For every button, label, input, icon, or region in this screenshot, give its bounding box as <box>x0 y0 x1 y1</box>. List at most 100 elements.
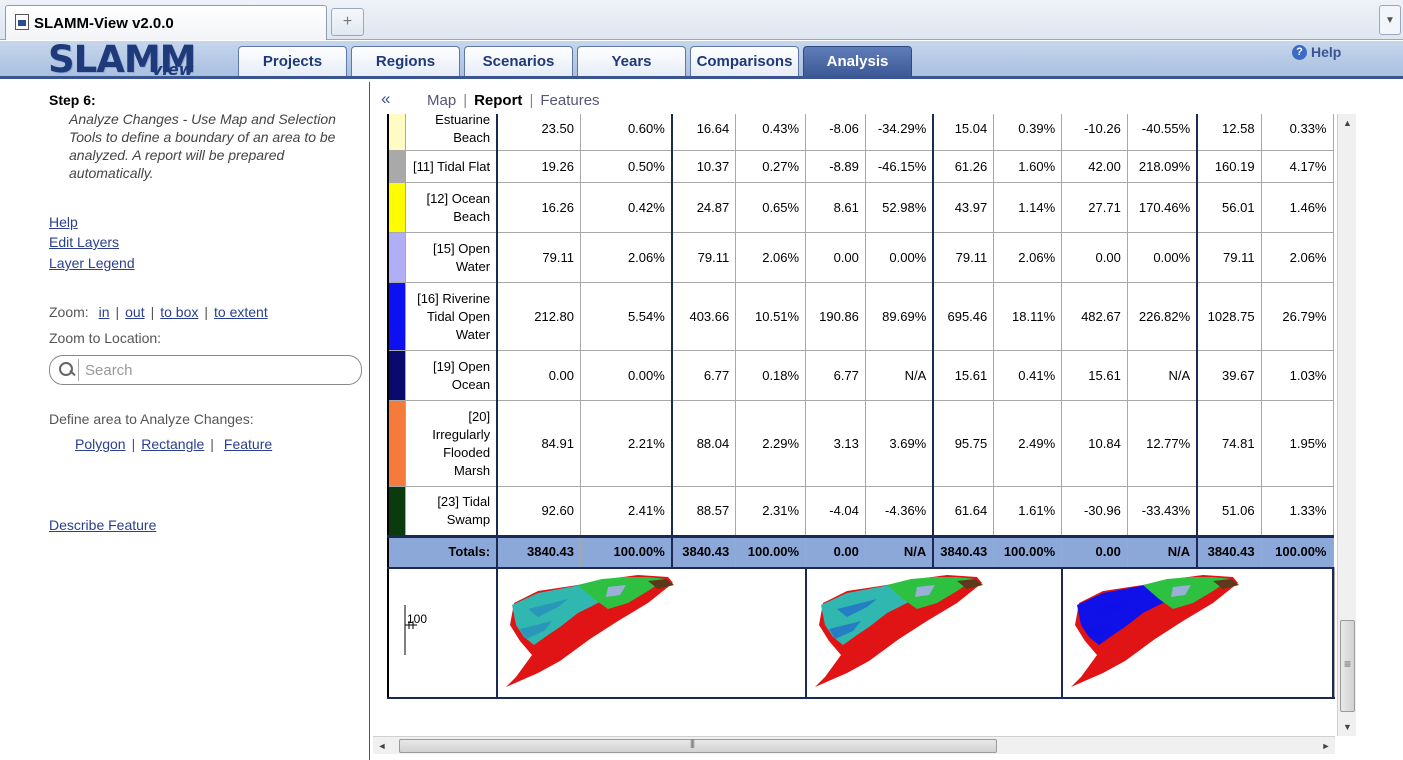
zoom-in-link[interactable]: in <box>98 304 110 320</box>
table-cell: 0.42% <box>579 182 673 233</box>
scroll-down-icon[interactable]: ▼ <box>1343 722 1352 732</box>
table-cell: 88.04 <box>670 400 737 487</box>
left-panel: Step 6: Analyze Changes - Use Map and Se… <box>0 82 370 760</box>
edit-layers-link[interactable]: Edit Layers <box>49 234 120 250</box>
horizontal-scroll-thumb[interactable] <box>399 738 997 753</box>
tab-years[interactable]: Years <box>577 46 686 76</box>
table-cell: 2.06% <box>579 232 673 283</box>
scenario-map-thumbnail <box>804 567 1063 699</box>
help-link[interactable]: Help <box>49 214 78 230</box>
slamm-logo-sub: view <box>152 60 194 79</box>
totals-cell: 3840.43 <box>1196 535 1262 569</box>
new-tab-button[interactable]: + <box>331 8 364 36</box>
totals-cell: 100.00% <box>993 535 1063 569</box>
table-cell: 6.77 <box>805 350 866 401</box>
collapse-panel-button[interactable]: « <box>381 89 390 109</box>
table-row: [19] Open Ocean 0.00 0.00% 6.77 0.18% 6.77 N/A… <box>387 350 1335 401</box>
table-cell: -34.29% <box>864 114 934 151</box>
define-area-label: Define area to Analyze Changes: <box>49 411 254 427</box>
scroll-right-icon[interactable]: ► <box>1321 741 1331 751</box>
table-cell: 16.26 <box>496 182 582 233</box>
search-input[interactable] <box>83 360 353 380</box>
category-color-swatch <box>387 182 407 233</box>
step-title: Step 6: <box>49 92 96 108</box>
tab-projects[interactable]: Projects <box>238 46 347 76</box>
table-cell: 4.17% <box>1260 150 1334 183</box>
table-cell: 2.06% <box>1260 232 1334 283</box>
table-cell: 79.11 <box>496 232 582 283</box>
table-cell: 0.33% <box>1260 114 1334 151</box>
totals-cell: 100.00% <box>579 535 673 569</box>
zoom-to-extent-link[interactable]: to extent <box>214 304 268 320</box>
tab-list-dropdown-button[interactable]: ▼ <box>1379 5 1401 35</box>
feature-link[interactable]: Feature <box>223 436 273 452</box>
describe-feature-link[interactable]: Describe Feature <box>49 517 157 533</box>
table-cell: 10.84 <box>1061 400 1128 487</box>
totals-cell: N/A <box>864 535 934 569</box>
search-icon[interactable] <box>55 359 79 381</box>
table-cell: 5.54% <box>579 282 673 351</box>
table-cell: -46.15% <box>864 150 934 183</box>
table-cell: -10.26 <box>1061 114 1128 151</box>
table-cell: N/A <box>864 350 934 401</box>
table-cell: 1.03% <box>1260 350 1334 401</box>
tab-scenarios[interactable]: Scenarios <box>464 46 573 76</box>
help-button[interactable]: ? Help <box>1292 44 1341 60</box>
table-cell: 10.37 <box>670 150 737 183</box>
table-cell: 19.26 <box>496 150 582 183</box>
tab-analysis[interactable]: Analysis <box>803 46 912 76</box>
vertical-scrollbar[interactable]: ▲ ▼ <box>1337 114 1356 736</box>
table-cell: 23.50 <box>496 114 582 151</box>
table-cell: 218.09% <box>1126 150 1198 183</box>
table-cell: -4.04 <box>805 486 866 537</box>
table-cell: 51.06 <box>1196 486 1262 537</box>
table-cell: -8.06 <box>805 114 866 151</box>
scenario-map-thumbnail <box>1060 567 1334 699</box>
category-name: [12] Ocean Beach <box>405 182 498 233</box>
table-cell: 15.61 <box>1061 350 1128 401</box>
scenario-map-thumbnail <box>1332 567 1335 699</box>
table-cell: 74.81 <box>1196 400 1262 487</box>
vertical-scroll-thumb[interactable] <box>1340 620 1355 712</box>
table-cell: 3.69% <box>864 400 934 487</box>
tab-regions[interactable]: Regions <box>351 46 460 76</box>
table-cell: 95.75 <box>932 400 995 487</box>
table-cell: 2.29% <box>735 400 807 487</box>
table-cell: 15.04 <box>932 114 995 151</box>
table-cell: 0.39% <box>993 114 1063 151</box>
category-color-swatch <box>387 232 407 283</box>
category-color-swatch <box>387 114 407 151</box>
browser-tab[interactable]: SLAMM-View v2.0.0 <box>5 5 327 40</box>
table-row: Estuarine Beach 23.50 0.60% 16.64 0.43% -8.06… <box>387 114 1335 151</box>
scroll-left-icon[interactable]: ◄ <box>377 741 387 751</box>
table-cell: 2.49% <box>993 400 1063 487</box>
map-thumbnails-row: 100 <box>387 567 1335 699</box>
horizontal-scrollbar[interactable]: ◄ ► <box>373 736 1335 754</box>
zoom-to-box-link[interactable]: to box <box>160 304 199 320</box>
table-cell: 170.46% <box>1126 182 1198 233</box>
layer-legend-link[interactable]: Layer Legend <box>49 255 135 271</box>
view-tab-report[interactable]: Report <box>474 92 523 109</box>
app-header: SLAMM view Projects Regions Scenarios Ye… <box>0 41 1403 79</box>
rectangle-link[interactable]: Rectangle <box>141 436 205 452</box>
table-cell: 0.27% <box>735 150 807 183</box>
table-cell: 61.64 <box>932 486 995 537</box>
tab-comparisons[interactable]: Comparisons <box>690 46 799 76</box>
polygon-link[interactable]: Polygon <box>75 436 126 452</box>
category-color-swatch <box>387 400 407 487</box>
double-chevron-left-icon: « <box>381 89 391 108</box>
table-row: [23] Tidal Swamp 92.60 2.41% 88.57 2.31% -4.0… <box>387 486 1335 537</box>
table-cell: -40.55% <box>1126 114 1198 151</box>
table-cell: 3.13 <box>805 400 866 487</box>
table-cell: 27.71 <box>1061 182 1128 233</box>
marsh-map-image <box>506 574 675 687</box>
table-cell: 1.95% <box>1260 400 1334 487</box>
table-cell: 1.46% <box>1260 182 1334 233</box>
scale-cell: 100 <box>387 567 498 699</box>
marsh-map-image <box>814 574 983 687</box>
view-tab-map[interactable]: Map <box>427 92 457 109</box>
scroll-up-icon[interactable]: ▲ <box>1343 118 1352 128</box>
table-row: [16] Riverine Tidal Open Water 212.80 5.54… <box>387 282 1335 351</box>
view-tab-features[interactable]: Features <box>540 92 600 109</box>
zoom-out-link[interactable]: out <box>125 304 145 320</box>
